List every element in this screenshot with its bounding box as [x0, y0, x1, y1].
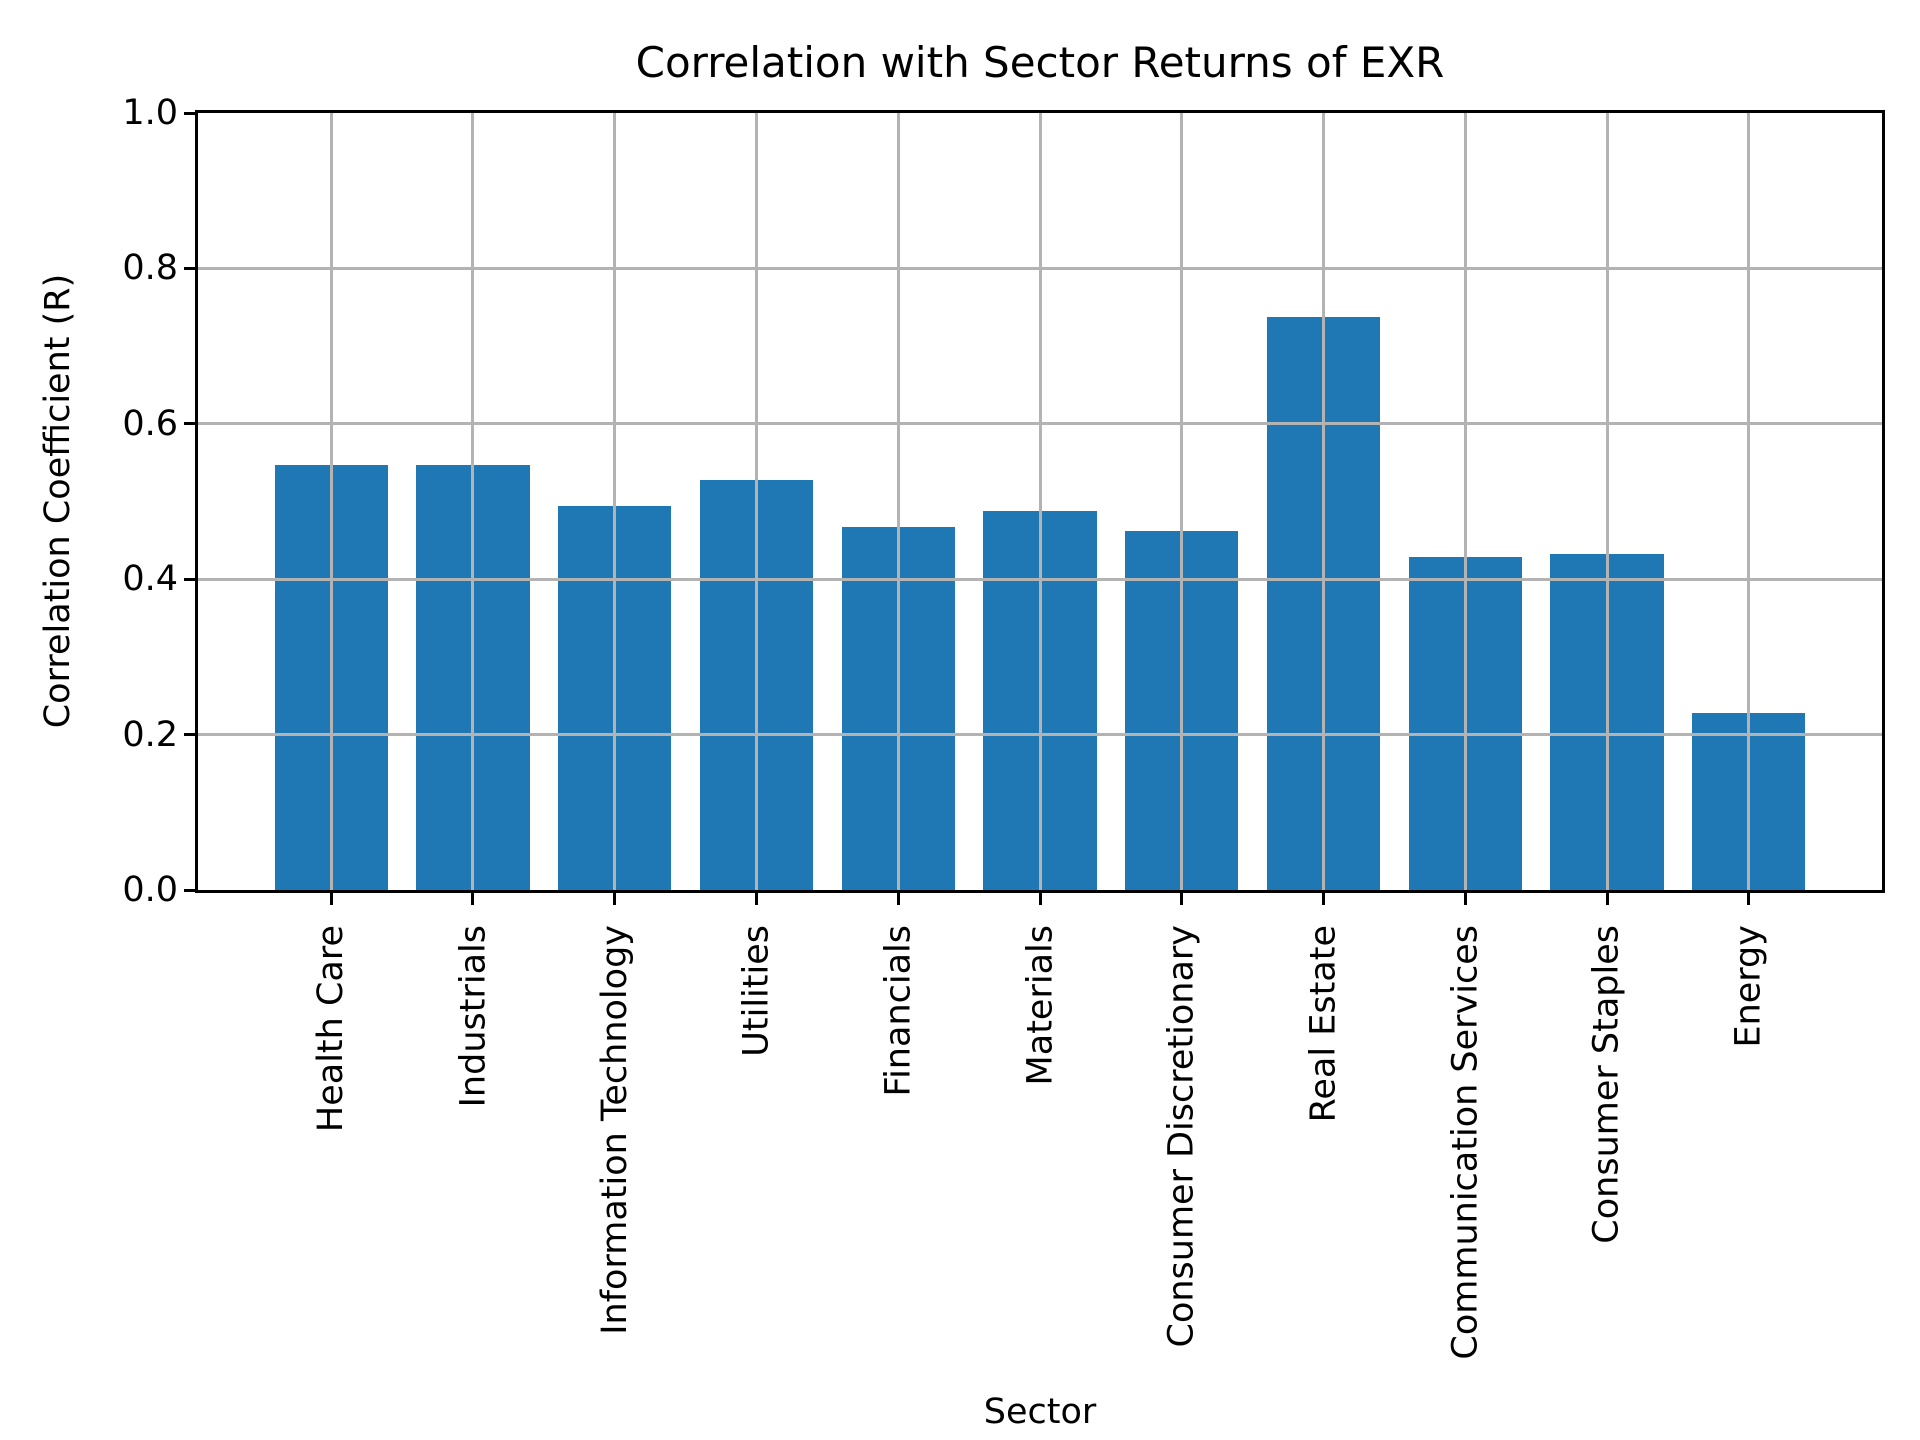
- xtick-mark-information-technology: [613, 893, 617, 905]
- ytick-mark-0.2: [184, 733, 196, 737]
- gridline-vertical-energy: [1747, 113, 1751, 890]
- ytick-mark-0.4: [184, 577, 196, 581]
- gridline-vertical-industrials: [471, 113, 475, 890]
- ytick-mark-0.6: [184, 422, 196, 426]
- xtick-mark-health-care: [329, 893, 333, 905]
- xtick-label-information-technology: Information Technology: [594, 925, 635, 1335]
- gridline-vertical-information-technology: [613, 113, 617, 890]
- xtick-mark-consumer-discretionary: [1180, 893, 1184, 905]
- gridline-vertical-utilities: [754, 113, 758, 890]
- gridline-vertical-health-care: [329, 113, 333, 890]
- chart-title: Correlation with Sector Returns of EXR: [635, 38, 1445, 87]
- x-axis-label: Sector: [983, 1392, 1097, 1432]
- ytick-mark-0.8: [184, 266, 196, 270]
- gridline-y-0.6: [198, 422, 1882, 426]
- xtick-mark-real-estate: [1322, 893, 1325, 905]
- xtick-label-real-estate: Real Estate: [1303, 925, 1344, 1123]
- ytick-mark-1.0: [184, 111, 196, 115]
- xtick-mark-energy: [1747, 893, 1751, 905]
- xtick-label-industrials: Industrials: [453, 925, 493, 1108]
- ytick-label-0.8: 0.8: [122, 248, 178, 289]
- xtick-mark-consumer-staples: [1605, 893, 1609, 905]
- xtick-label-financials: Financials: [878, 925, 919, 1097]
- xtick-label-communication-services: Communication Services: [1445, 925, 1486, 1360]
- gridline-vertical-consumer-discretionary: [1180, 113, 1184, 890]
- ytick-label-0.4: 0.4: [122, 559, 178, 600]
- ytick-label-0.2: 0.2: [122, 714, 178, 755]
- ytick-label-1.0: 1.0: [122, 93, 178, 133]
- gridline-vertical-financials: [896, 113, 900, 890]
- xtick-label-consumer-staples: Consumer Staples: [1587, 925, 1628, 1244]
- xtick-label-materials: Materials: [1020, 925, 1060, 1086]
- xtick-label-energy: Energy: [1728, 925, 1769, 1048]
- gridline-y-0.2: [198, 733, 1882, 737]
- xtick-mark-financials: [896, 893, 900, 905]
- ytick-mark-0.0: [184, 888, 196, 892]
- xtick-mark-communication-services: [1463, 893, 1467, 905]
- gridline-y-0.8: [198, 266, 1882, 270]
- plot-spines: [195, 110, 1885, 893]
- xtick-mark-materials: [1038, 893, 1042, 905]
- xtick-label-consumer-discretionary: Consumer Discretionary: [1161, 925, 1202, 1348]
- ytick-label-0.0: 0.0: [122, 870, 178, 910]
- xtick-label-health-care: Health Care: [311, 925, 352, 1133]
- gridline-vertical-materials: [1038, 113, 1042, 890]
- gridline-vertical-real-estate: [1322, 113, 1325, 890]
- y-axis-label: Correlation Coefficient (R): [38, 273, 78, 729]
- xtick-mark-utilities: [754, 893, 758, 905]
- xtick-mark-industrials: [471, 893, 475, 905]
- gridline-vertical-consumer-staples: [1605, 113, 1609, 890]
- ytick-label-0.6: 0.6: [122, 403, 178, 444]
- gridline-vertical-communication-services: [1463, 113, 1467, 890]
- gridline-y-0.4: [198, 577, 1882, 581]
- xtick-label-utilities: Utilities: [736, 925, 777, 1057]
